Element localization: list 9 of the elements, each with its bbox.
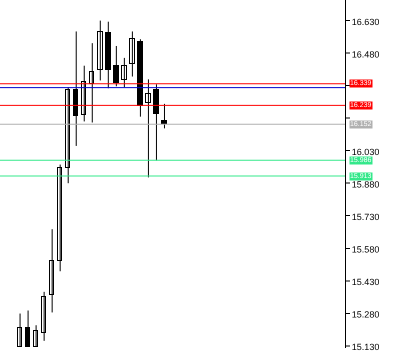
y-tick-label: 15.730 — [352, 212, 380, 222]
y-tick-label: 15.580 — [352, 244, 380, 254]
y-tick-label: 16.630 — [352, 16, 380, 27]
y-tick-label: 15.130 — [352, 342, 380, 352]
y-tick-label: 15.880 — [352, 179, 380, 190]
y-tick-label: 16.480 — [352, 49, 380, 60]
y-tick-label: 16.030 — [352, 146, 380, 157]
y-tick-label: 15.280 — [352, 309, 380, 320]
y-tick-label: 15.430 — [352, 276, 380, 287]
